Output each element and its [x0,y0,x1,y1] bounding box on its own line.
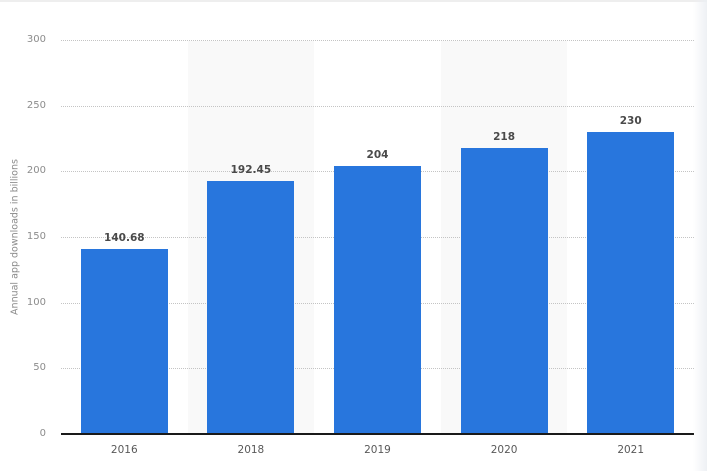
y-tick-label: 0 [39,428,46,439]
y-tick-label: 150 [26,231,46,242]
bar-2019[interactable] [334,166,421,434]
gridline [61,40,694,41]
x-tick-label: 2021 [617,444,645,456]
bar-value-label: 230 [619,114,642,127]
bar-2018[interactable] [207,181,295,434]
x-axis-line [61,433,694,435]
right-edge-shadow [693,0,707,471]
x-tick-label: 2016 [110,444,138,456]
gridline [61,105,694,107]
y-tick-label: 250 [26,99,46,111]
x-tick-label: 2020 [490,444,518,456]
y-tick-label: 200 [26,165,46,177]
bar-2016[interactable] [80,249,168,434]
x-tick-label: 2018 [237,444,265,456]
y-tick-label: 300 [26,34,46,45]
y-tick-label: 50 [33,362,46,374]
bar-2020[interactable] [460,147,548,434]
x-tick-label: 2019 [364,444,391,456]
bar-value-label: 218 [493,130,516,143]
top-border [0,0,707,2]
bar-value-label: 204 [366,149,389,162]
y-tick-label: 100 [26,296,46,308]
bar-value-label: 192.45 [230,164,272,177]
bar-value-label: 140.68 [104,232,145,245]
bar-2021[interactable] [587,131,675,434]
